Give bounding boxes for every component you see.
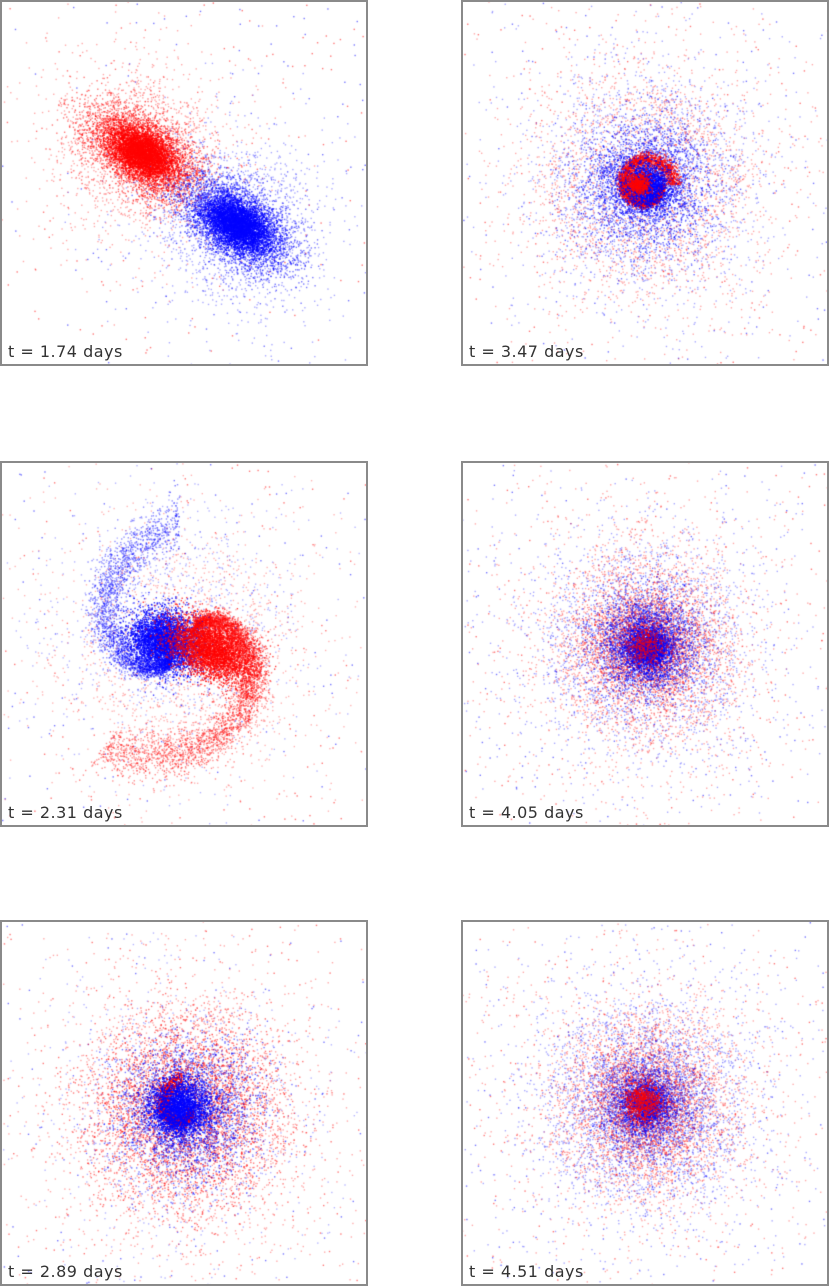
snapshot-panel-4: t = 4.05 days [461,461,829,827]
particle-plot [463,922,827,1284]
snapshot-panel-3: t = 2.31 days [0,461,368,827]
time-label: t = 1.74 days [8,342,123,361]
snapshot-panel-6: t = 4.51 days [461,920,829,1286]
particle-plot [2,463,366,825]
particle-plot [463,2,827,364]
particle-plot [2,922,366,1284]
snapshot-panel-1: t = 1.74 days [0,0,368,366]
snapshot-panel-5: t = 2.89 days [0,920,368,1286]
particle-plot [463,463,827,825]
time-label: t = 3.47 days [469,342,584,361]
time-label: t = 4.51 days [469,1262,584,1281]
time-label: t = 4.05 days [469,803,584,822]
time-label: t = 2.89 days [8,1262,123,1281]
snapshot-panel-2: t = 3.47 days [461,0,829,366]
particle-plot [2,2,366,364]
time-label: t = 2.31 days [8,803,123,822]
